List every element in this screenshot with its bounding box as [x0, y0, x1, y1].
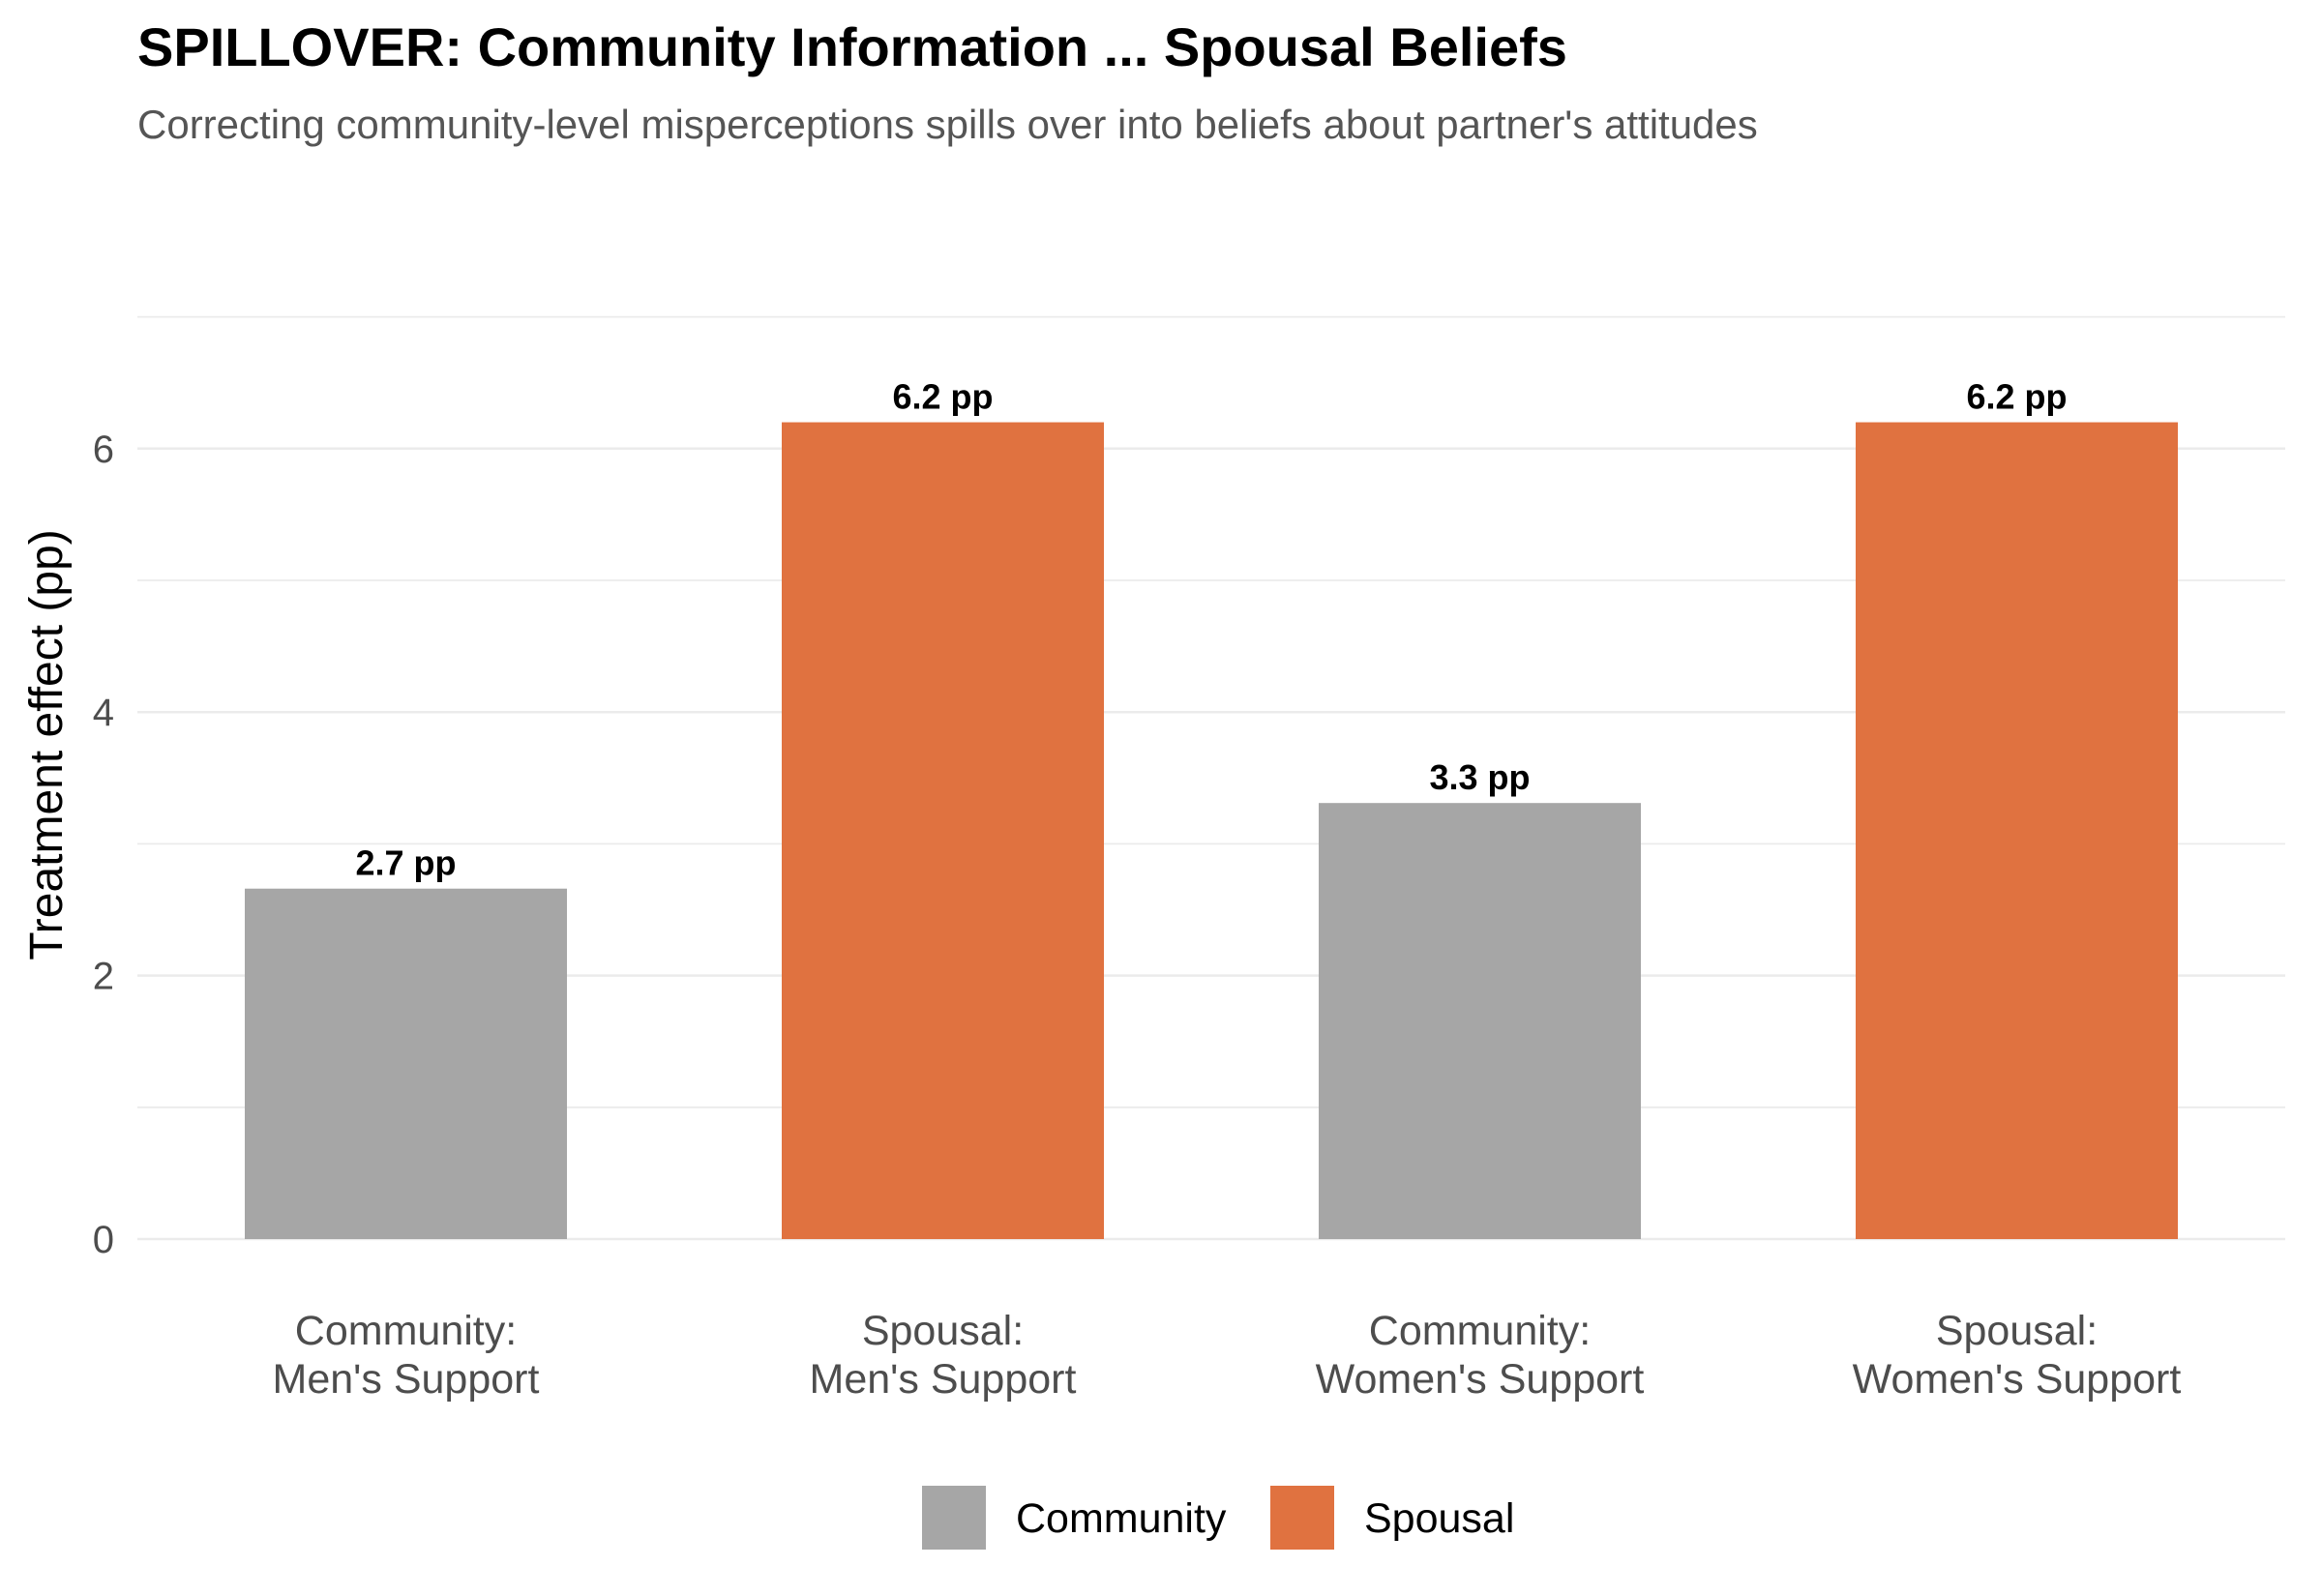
data-labels: 2.7 pp 6.2 pp 3.3 pp 6.2 pp: [355, 377, 2067, 883]
bar: [782, 422, 1104, 1239]
data-label: 6.2 pp: [1966, 377, 2067, 417]
y-axis-label: Treatment effect (pp): [21, 529, 73, 961]
chart-title: SPILLOVER: Community Information ... Spo…: [137, 16, 1567, 77]
x-tick-label: Spousal:: [862, 1308, 1024, 1354]
bar: [1319, 803, 1641, 1239]
x-tick-label: Community:: [295, 1308, 517, 1354]
x-tick-label: Men's Support: [810, 1356, 1077, 1403]
legend: Community Spousal: [922, 1486, 1514, 1550]
bars: [245, 422, 2178, 1239]
y-tick-label: 4: [93, 692, 114, 734]
data-label: 3.3 pp: [1429, 757, 1530, 797]
x-tick-label: Community:: [1369, 1308, 1591, 1354]
y-tick-label: 6: [93, 429, 114, 471]
chart-subtitle: Correcting community-level misperception…: [137, 102, 1758, 147]
bar: [245, 888, 567, 1239]
bar: [1856, 422, 2178, 1239]
x-tick-label: Men's Support: [273, 1356, 540, 1403]
data-label: 2.7 pp: [355, 843, 456, 883]
legend-key-spousal: [1270, 1486, 1334, 1550]
legend-key-community: [922, 1486, 986, 1550]
y-tick-label: 0: [93, 1219, 114, 1261]
y-axis-ticks: 0 2 4 6: [93, 429, 114, 1261]
y-tick-label: 2: [93, 956, 114, 998]
legend-label-spousal: Spousal: [1364, 1495, 1514, 1542]
x-tick-label: Women's Support: [1853, 1356, 2182, 1403]
data-label: 6.2 pp: [892, 377, 993, 417]
x-tick-label: Women's Support: [1316, 1356, 1645, 1403]
x-tick-label: Spousal:: [1936, 1308, 2098, 1354]
legend-label-community: Community: [1016, 1495, 1227, 1542]
